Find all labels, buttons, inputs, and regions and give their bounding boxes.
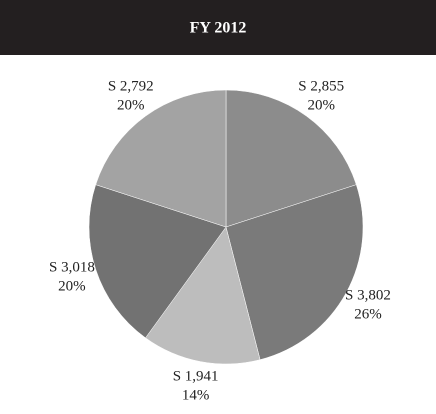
slice-amount-label: S 1,941 <box>173 369 219 385</box>
slice-amount-label: S 2,855 <box>298 78 344 94</box>
pie-slice <box>88 184 227 339</box>
pie-slice <box>95 89 227 228</box>
slice-percent-label: 20% <box>117 97 145 113</box>
pie-slice <box>225 184 364 361</box>
slice-amount-label: S 3,018 <box>49 259 95 275</box>
slice-percent-label: 20% <box>307 97 335 113</box>
slice-amount-label: S 2,792 <box>108 78 154 94</box>
chart-title: FY 2012 <box>190 20 247 37</box>
pie-slice <box>225 89 357 228</box>
slice-amount-label: S 3,802 <box>345 287 391 303</box>
slice-percent-label: 26% <box>354 306 382 322</box>
slice-percent-label: 20% <box>58 278 86 294</box>
pie-slice <box>145 226 261 365</box>
header-bar <box>0 0 436 55</box>
slice-percent-label: 14% <box>182 388 210 404</box>
